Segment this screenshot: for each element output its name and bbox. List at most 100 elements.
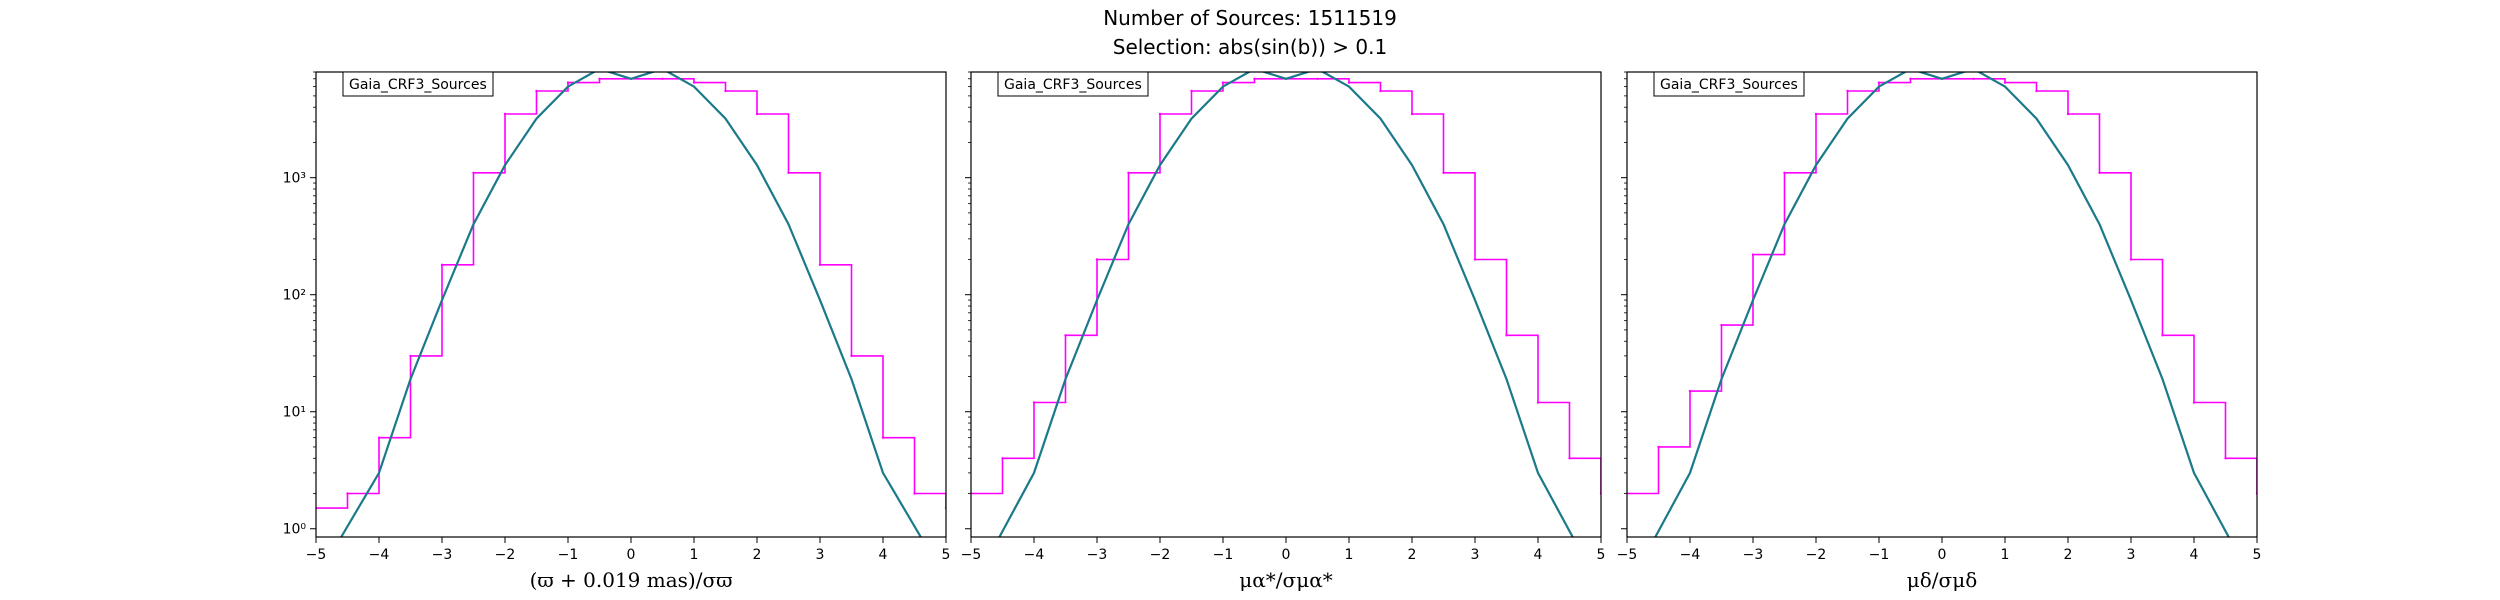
model-curve (340, 72, 922, 537)
model-point (504, 164, 506, 166)
histogram-series (1627, 78, 2257, 495)
histogram-point (2161, 334, 2164, 337)
histogram-point (2224, 457, 2227, 460)
x-tick-label: 1 (2001, 547, 2010, 563)
x-axis-label: (ϖ + 0.019 mas)/σϖ (530, 568, 733, 592)
x-tick-label: −3 (432, 547, 453, 563)
histogram-point (2098, 171, 2101, 174)
model-point (378, 472, 380, 474)
x-tick-label: 3 (816, 547, 825, 563)
histogram-point (724, 89, 727, 93)
model-point (630, 78, 632, 80)
histogram-series (316, 78, 946, 509)
x-tick-label: −3 (1087, 547, 1108, 563)
model-curve (1654, 72, 2230, 537)
model-point (2098, 223, 2101, 225)
legend-label: Gaia_CRF3_Sources (1660, 77, 1798, 93)
histogram-point (440, 263, 444, 266)
x-tick-label: 0 (1938, 547, 1947, 563)
model-point (2193, 472, 2195, 474)
histogram-point (1657, 445, 1660, 449)
x-axis-label: μδ/σμδ (1907, 568, 1977, 592)
x-tick-label: 2 (2064, 547, 2073, 563)
histogram-point (2066, 112, 2070, 116)
model-point (1815, 164, 1817, 166)
histogram-point (1814, 112, 1818, 116)
figure-subtitle: Selection: abs(sin(b)) > 0.1 (1113, 35, 1387, 59)
y-tick-label: 10³ (283, 171, 306, 187)
histogram-point (1442, 171, 1445, 174)
model-point (1064, 378, 1067, 380)
x-tick-label: 1 (690, 547, 699, 563)
histogram-point (787, 171, 790, 174)
model-point (819, 299, 821, 301)
model-point (1878, 85, 1880, 88)
model-point (1379, 117, 1382, 120)
histogram-point (472, 171, 475, 174)
plot-area (1627, 68, 2257, 537)
plot-area (971, 68, 1601, 537)
y-tick-label: 10² (283, 288, 306, 304)
histogram-series (971, 78, 1601, 495)
y-tick-label: 10⁰ (283, 522, 307, 538)
model-point (1941, 78, 1943, 80)
model-point (1096, 299, 1098, 301)
x-tick-label: 0 (627, 547, 636, 563)
x-tick-label: 5 (2253, 547, 2262, 563)
model-point (693, 85, 695, 88)
plot-area (316, 72, 946, 537)
panels: −5 −4 −3 −2 −1 0 1 2 3 4 5 10⁰ 10¹ 10² 10³ Gaia_CRF3_So… (283, 68, 2262, 592)
model-point (1317, 68, 1319, 70)
histogram-point (346, 492, 349, 495)
model-point (1222, 85, 1224, 88)
x-tick-label: 5 (942, 547, 951, 563)
x-tick-label: −4 (1680, 547, 1701, 563)
model-point (1442, 223, 1445, 225)
model-point (2035, 117, 2038, 120)
histogram-point (1158, 112, 1162, 116)
model-point (1689, 472, 1691, 474)
model-point (1127, 223, 1130, 225)
model-point (1348, 85, 1350, 88)
histogram-point (1253, 77, 1256, 81)
histogram-point (566, 81, 570, 84)
histogram-point (1127, 171, 1130, 174)
model-point (1159, 164, 1161, 166)
model-point (1254, 68, 1256, 70)
x-tick-label: −5 (1617, 547, 1638, 563)
x-tick-label: 1 (1345, 547, 1354, 563)
model-point (1973, 68, 1975, 70)
x-tick-label: −1 (1213, 547, 1234, 563)
histogram-point (661, 77, 664, 81)
model-point (567, 85, 569, 88)
histogram-point (1972, 77, 1975, 81)
histogram-point (850, 354, 853, 358)
x-tick-label: 2 (753, 547, 762, 563)
x-tick-label: −4 (1024, 547, 1045, 563)
histogram-point (1001, 457, 1004, 460)
model-curve (998, 72, 1574, 537)
model-point (409, 378, 412, 380)
x-tick-label: −5 (961, 547, 982, 563)
x-tick-label: 4 (879, 547, 888, 563)
x-tick-label: 5 (1597, 547, 1606, 563)
histogram-point (692, 81, 696, 84)
model-point (2067, 164, 2069, 166)
histogram-point (1505, 334, 1508, 337)
model-point (1752, 299, 1754, 301)
x-tick-label: −1 (1869, 547, 1890, 563)
histogram-point (1536, 401, 1540, 404)
histogram-point (1877, 81, 1881, 84)
model-point (1910, 68, 1912, 70)
histogram-point (1783, 171, 1786, 174)
chart-panel-1: −5 −4 −3 −2 −1 0 1 2 3 4 5 10⁰ 10¹ 10² 10³ Gaia_CRF3_So… (283, 71, 951, 592)
x-tick-label: 3 (2127, 547, 2136, 563)
histogram-point (1410, 112, 1414, 116)
histogram-point (1846, 89, 1849, 93)
histogram-point (755, 112, 759, 116)
histogram-point (913, 492, 916, 495)
histogram-point (1032, 401, 1036, 404)
x-tick-label: −2 (1150, 547, 1171, 563)
histogram-point (1347, 81, 1351, 84)
model-point (1285, 78, 1287, 80)
